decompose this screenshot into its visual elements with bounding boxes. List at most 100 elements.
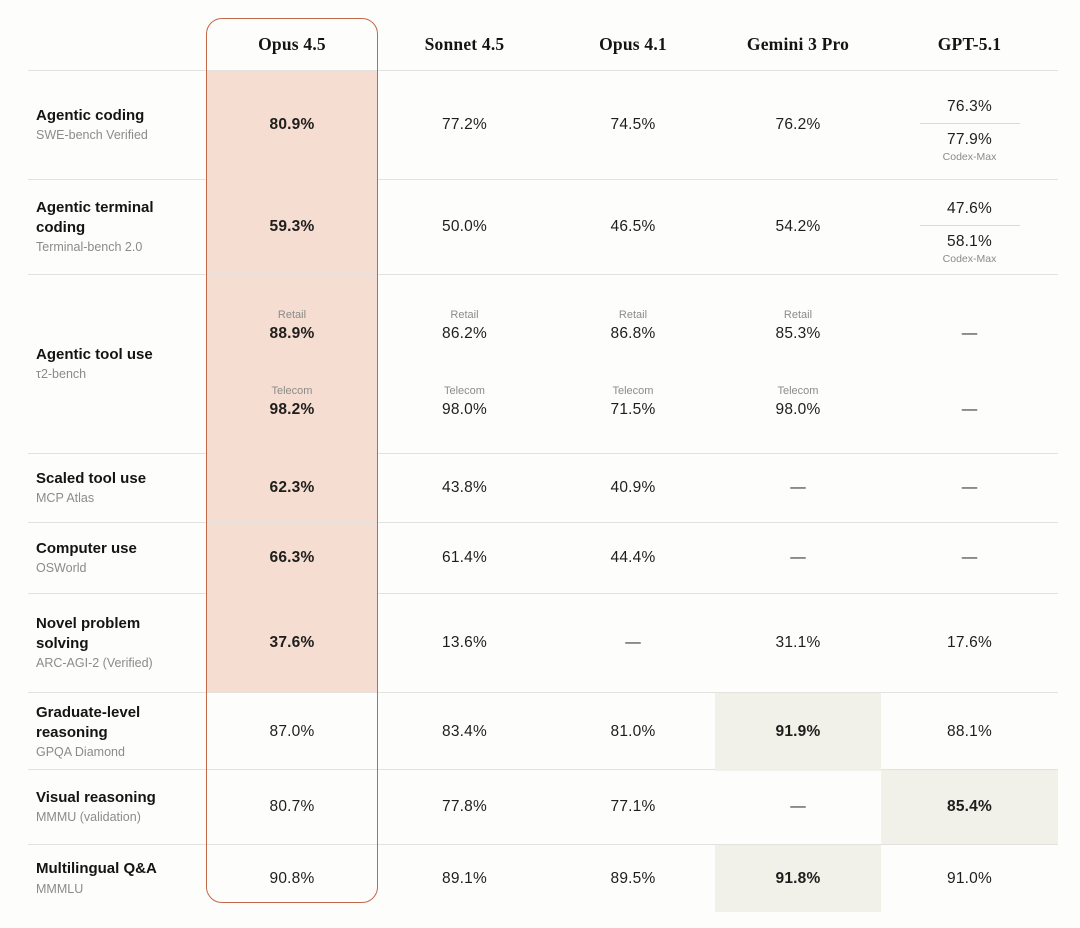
cell-scaled-tool-use-opus-4-5: 62.3%: [206, 454, 378, 522]
score-value: 83.4%: [442, 722, 487, 740]
task-name: Scaled tool use: [36, 469, 147, 487]
score-value: 77.1%: [610, 798, 656, 815]
column-header-opus-4-5: Opus 4.5: [258, 33, 326, 54]
no-score-dash: —: [790, 798, 806, 815]
benchmark-table: Opus 4.5 Sonnet 4.5 Opus 4.1 Gemini 3 Pro GP…: [28, 18, 1058, 912]
score-value: 37.6%: [269, 634, 315, 651]
cell-computer-use-opus-4-5: 66.3%: [206, 523, 378, 593]
split-divider: [919, 225, 1020, 226]
score-group: 76.3%: [947, 98, 992, 116]
score-value: 77.2%: [442, 116, 487, 133]
score-value: 85.4%: [947, 798, 992, 815]
benchmark-row-computer-use: Computer use OSWorld 66.3% 61.4% 44.4% — —: [28, 522, 1058, 593]
cell-agentic-terminal-coding-opus-4-1: 46.5%: [551, 180, 715, 274]
score-caption: Codex-Max: [942, 151, 997, 163]
score-value: 59.3%: [269, 218, 315, 235]
score-group: 47.6%: [947, 200, 992, 218]
score-value: 50.0%: [442, 218, 487, 235]
score-caption: Telecom: [444, 385, 485, 397]
cell-agentic-terminal-coding-gpt-5-1: 47.6% 58.1% Codex-Max: [881, 180, 1058, 286]
score-value: 13.6%: [442, 634, 487, 651]
score-value: 66.3%: [269, 549, 315, 566]
cell-graduate-level-reasoning-opus-4-5: 87.0%: [206, 693, 378, 771]
score-value: 74.5%: [610, 116, 656, 133]
cell-novel-problem-solving-opus-4-5: 37.6%: [206, 594, 378, 692]
row-label-graduate-level-reasoning: Graduate-level reasoning GPQA Diamond: [28, 693, 206, 771]
no-score-dash: —: [625, 634, 641, 651]
benchmark-name: MMMLU: [36, 881, 84, 896]
task-name: Novel problem solving: [36, 615, 141, 652]
benchmark-row-agentic-tool-use: Agentic tool use τ2-bench Retail 88.9% Telec…: [28, 274, 1058, 453]
cell-agentic-tool-use-opus-4-1: Retail 86.8% Telecom 71.5%: [551, 275, 715, 453]
task-name: Agentic tool use: [36, 345, 153, 363]
score-value: 86.8%: [610, 325, 656, 342]
score-caption: Retail: [618, 309, 648, 321]
benchmark-name: SWE-bench Verified: [36, 128, 148, 143]
score-group: Telecom 98.0%: [776, 385, 821, 419]
task-name: Visual reasoning: [36, 788, 156, 806]
column-header-gpt-5-1: GPT-5.1: [937, 33, 1002, 54]
column-header-sonnet-4-5: Sonnet 4.5: [424, 33, 505, 54]
table-header-row: Opus 4.5 Sonnet 4.5 Opus 4.1 Gemini 3 Pro GP…: [28, 18, 1058, 70]
score-caption: Telecom: [612, 385, 654, 397]
cell-novel-problem-solving-gemini-3-pro: 31.1%: [715, 594, 881, 692]
benchmark-row-agentic-terminal-coding: Agentic terminal coding Terminal-bench 2.…: [28, 179, 1058, 274]
split-divider: [919, 123, 1020, 124]
score-value: 61.4%: [442, 549, 487, 566]
row-label-agentic-coding: Agentic coding SWE-bench Verified: [28, 71, 206, 179]
score-value: 80.7%: [269, 798, 315, 815]
score-value: 81.0%: [610, 722, 656, 740]
score-caption: Codex-Max: [942, 253, 997, 265]
score-caption: Telecom: [777, 385, 819, 397]
cell-visual-reasoning-opus-4-5: 80.7%: [206, 770, 378, 844]
cell-novel-problem-solving-sonnet-4-5: 13.6%: [378, 594, 551, 692]
score-value: 98.2%: [269, 401, 315, 418]
score-value: 31.1%: [775, 634, 821, 651]
score-group: Retail 86.2%: [442, 309, 487, 343]
cell-computer-use-sonnet-4-5: 61.4%: [378, 523, 551, 593]
no-score-dash: —: [790, 479, 806, 496]
cell-multilingual-q-a-gemini-3-pro: 91.8%: [715, 845, 881, 912]
cell-scaled-tool-use-gemini-3-pro: —: [715, 454, 881, 522]
score-value: 91.0%: [947, 869, 992, 887]
cell-agentic-coding-opus-4-1: 74.5%: [551, 71, 715, 179]
cell-agentic-tool-use-gemini-3-pro: Retail 85.3% Telecom 98.0%: [715, 275, 881, 453]
score-value: 90.8%: [269, 869, 315, 887]
cell-scaled-tool-use-sonnet-4-5: 43.8%: [378, 454, 551, 522]
cell-agentic-coding-opus-4-5: 80.9%: [206, 71, 378, 179]
score-value: 86.2%: [442, 325, 487, 342]
benchmark-name: GPQA Diamond: [36, 745, 125, 759]
cell-visual-reasoning-gpt-5-1: 85.4%: [881, 770, 1058, 844]
task-name: Agentic coding: [36, 106, 145, 124]
score-group: Retail 85.3%: [776, 309, 821, 343]
benchmark-name: OSWorld: [36, 561, 87, 576]
cell-computer-use-gpt-5-1: —: [881, 523, 1058, 593]
benchmark-name: τ2-bench: [36, 367, 87, 382]
score-group: 77.9% Codex-Max: [943, 131, 997, 164]
cell-multilingual-q-a-sonnet-4-5: 89.1%: [378, 845, 551, 912]
score-value: 91.8%: [775, 869, 821, 887]
score-group: Retail 86.8%: [611, 309, 656, 343]
task-name: Multilingual Q&A: [36, 860, 157, 878]
row-label-agentic-terminal-coding: Agentic terminal coding Terminal-bench 2.…: [28, 180, 206, 274]
score-group: Retail 88.9%: [270, 309, 315, 343]
cell-computer-use-gemini-3-pro: —: [715, 523, 881, 593]
benchmark-name: MCP Atlas: [36, 491, 95, 506]
score-value: 89.1%: [442, 869, 487, 887]
header-empty-cell: [28, 18, 206, 70]
score-value: 47.6%: [947, 200, 992, 217]
cell-novel-problem-solving-gpt-5-1: 17.6%: [881, 594, 1058, 692]
column-header-opus-4-1: Opus 4.1: [599, 33, 667, 54]
benchmark-name: ARC-AGI-2 (Verified): [36, 656, 153, 671]
task-name: Agentic terminal coding: [36, 199, 154, 236]
score-value: 77.9%: [947, 131, 992, 148]
row-label-novel-problem-solving: Novel problem solving ARC-AGI-2 (Verified…: [28, 594, 206, 692]
score-value: 87.0%: [269, 722, 315, 740]
score-caption: Retail: [783, 309, 813, 321]
score-value: 88.1%: [947, 722, 992, 740]
cell-graduate-level-reasoning-gpt-5-1: 88.1%: [881, 693, 1058, 771]
benchmark-row-scaled-tool-use: Scaled tool use MCP Atlas 62.3% 43.8% 40.9% —…: [28, 453, 1058, 522]
benchmark-name: MMMU (validation): [36, 810, 141, 825]
no-score-dash: —: [961, 401, 978, 418]
benchmark-row-agentic-coding: Agentic coding SWE-bench Verified 80.9% 77.…: [28, 70, 1058, 179]
